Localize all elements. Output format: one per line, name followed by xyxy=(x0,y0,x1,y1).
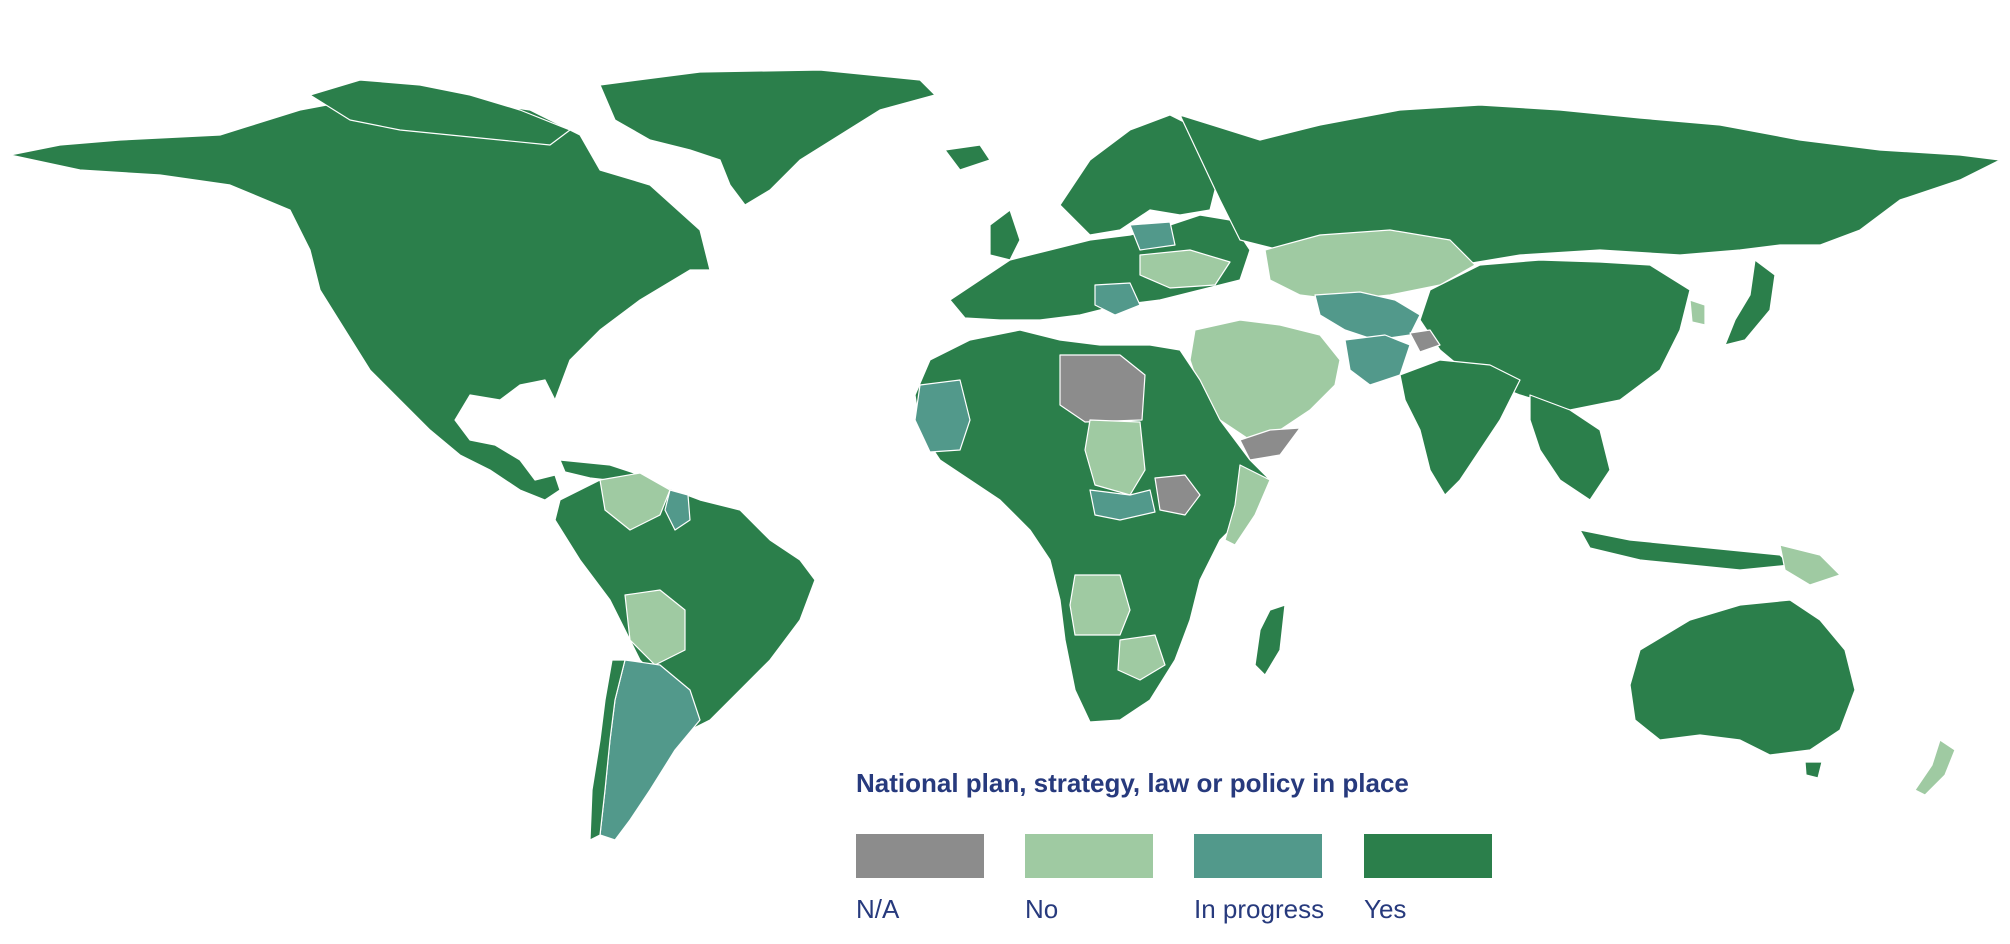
legend-swatch-yes xyxy=(1364,834,1492,878)
legend-label-na: N/A xyxy=(856,894,900,924)
region-ukraine xyxy=(1139,249,1231,289)
legend-swatch-no xyxy=(1025,834,1153,878)
region-car xyxy=(1089,489,1156,521)
region-canada-islands xyxy=(309,79,571,146)
region-belarus xyxy=(1129,221,1176,251)
region-kashmir xyxy=(1409,329,1441,353)
legend-label-yes: Yes xyxy=(1364,894,1407,924)
legend-label-in-progress: In progress xyxy=(1194,894,1325,924)
region-greenland xyxy=(599,69,936,206)
region-balkans xyxy=(1094,282,1141,316)
legend-swatch-in-progress xyxy=(1194,834,1322,878)
region-iceland xyxy=(944,144,991,171)
region-southeast-asia xyxy=(1529,394,1611,501)
region-bolivia xyxy=(624,589,686,666)
legend-swatch-na xyxy=(856,834,984,878)
legend-label-no: No xyxy=(1025,894,1059,924)
region-japan xyxy=(1724,259,1776,346)
region-png xyxy=(1779,544,1841,586)
region-mauritania xyxy=(914,379,971,453)
region-somalia xyxy=(1224,464,1271,546)
region-botswana xyxy=(1117,634,1166,681)
region-madagascar xyxy=(1254,604,1286,676)
region-guyana xyxy=(664,489,691,531)
legend-title: National plan, strategy, law or policy i… xyxy=(856,768,1409,798)
region-australia xyxy=(1629,599,1856,756)
region-south-america xyxy=(554,479,816,731)
region-venezuela xyxy=(599,472,671,531)
region-indonesia xyxy=(1579,529,1791,571)
region-yemen xyxy=(1239,427,1301,461)
region-europe xyxy=(949,214,1251,321)
region-tasmania xyxy=(1804,761,1823,779)
region-chile xyxy=(589,659,626,841)
region-libya xyxy=(1059,354,1146,423)
region-north-america xyxy=(9,94,711,501)
region-africa xyxy=(914,329,1271,723)
region-central-asia xyxy=(1314,291,1421,341)
region-angola xyxy=(1069,574,1131,636)
region-korea xyxy=(1689,299,1706,326)
region-south-asia xyxy=(1399,359,1521,496)
region-south-sudan xyxy=(1154,474,1201,516)
region-new-zealand xyxy=(1914,739,1956,796)
region-uk xyxy=(989,209,1021,261)
